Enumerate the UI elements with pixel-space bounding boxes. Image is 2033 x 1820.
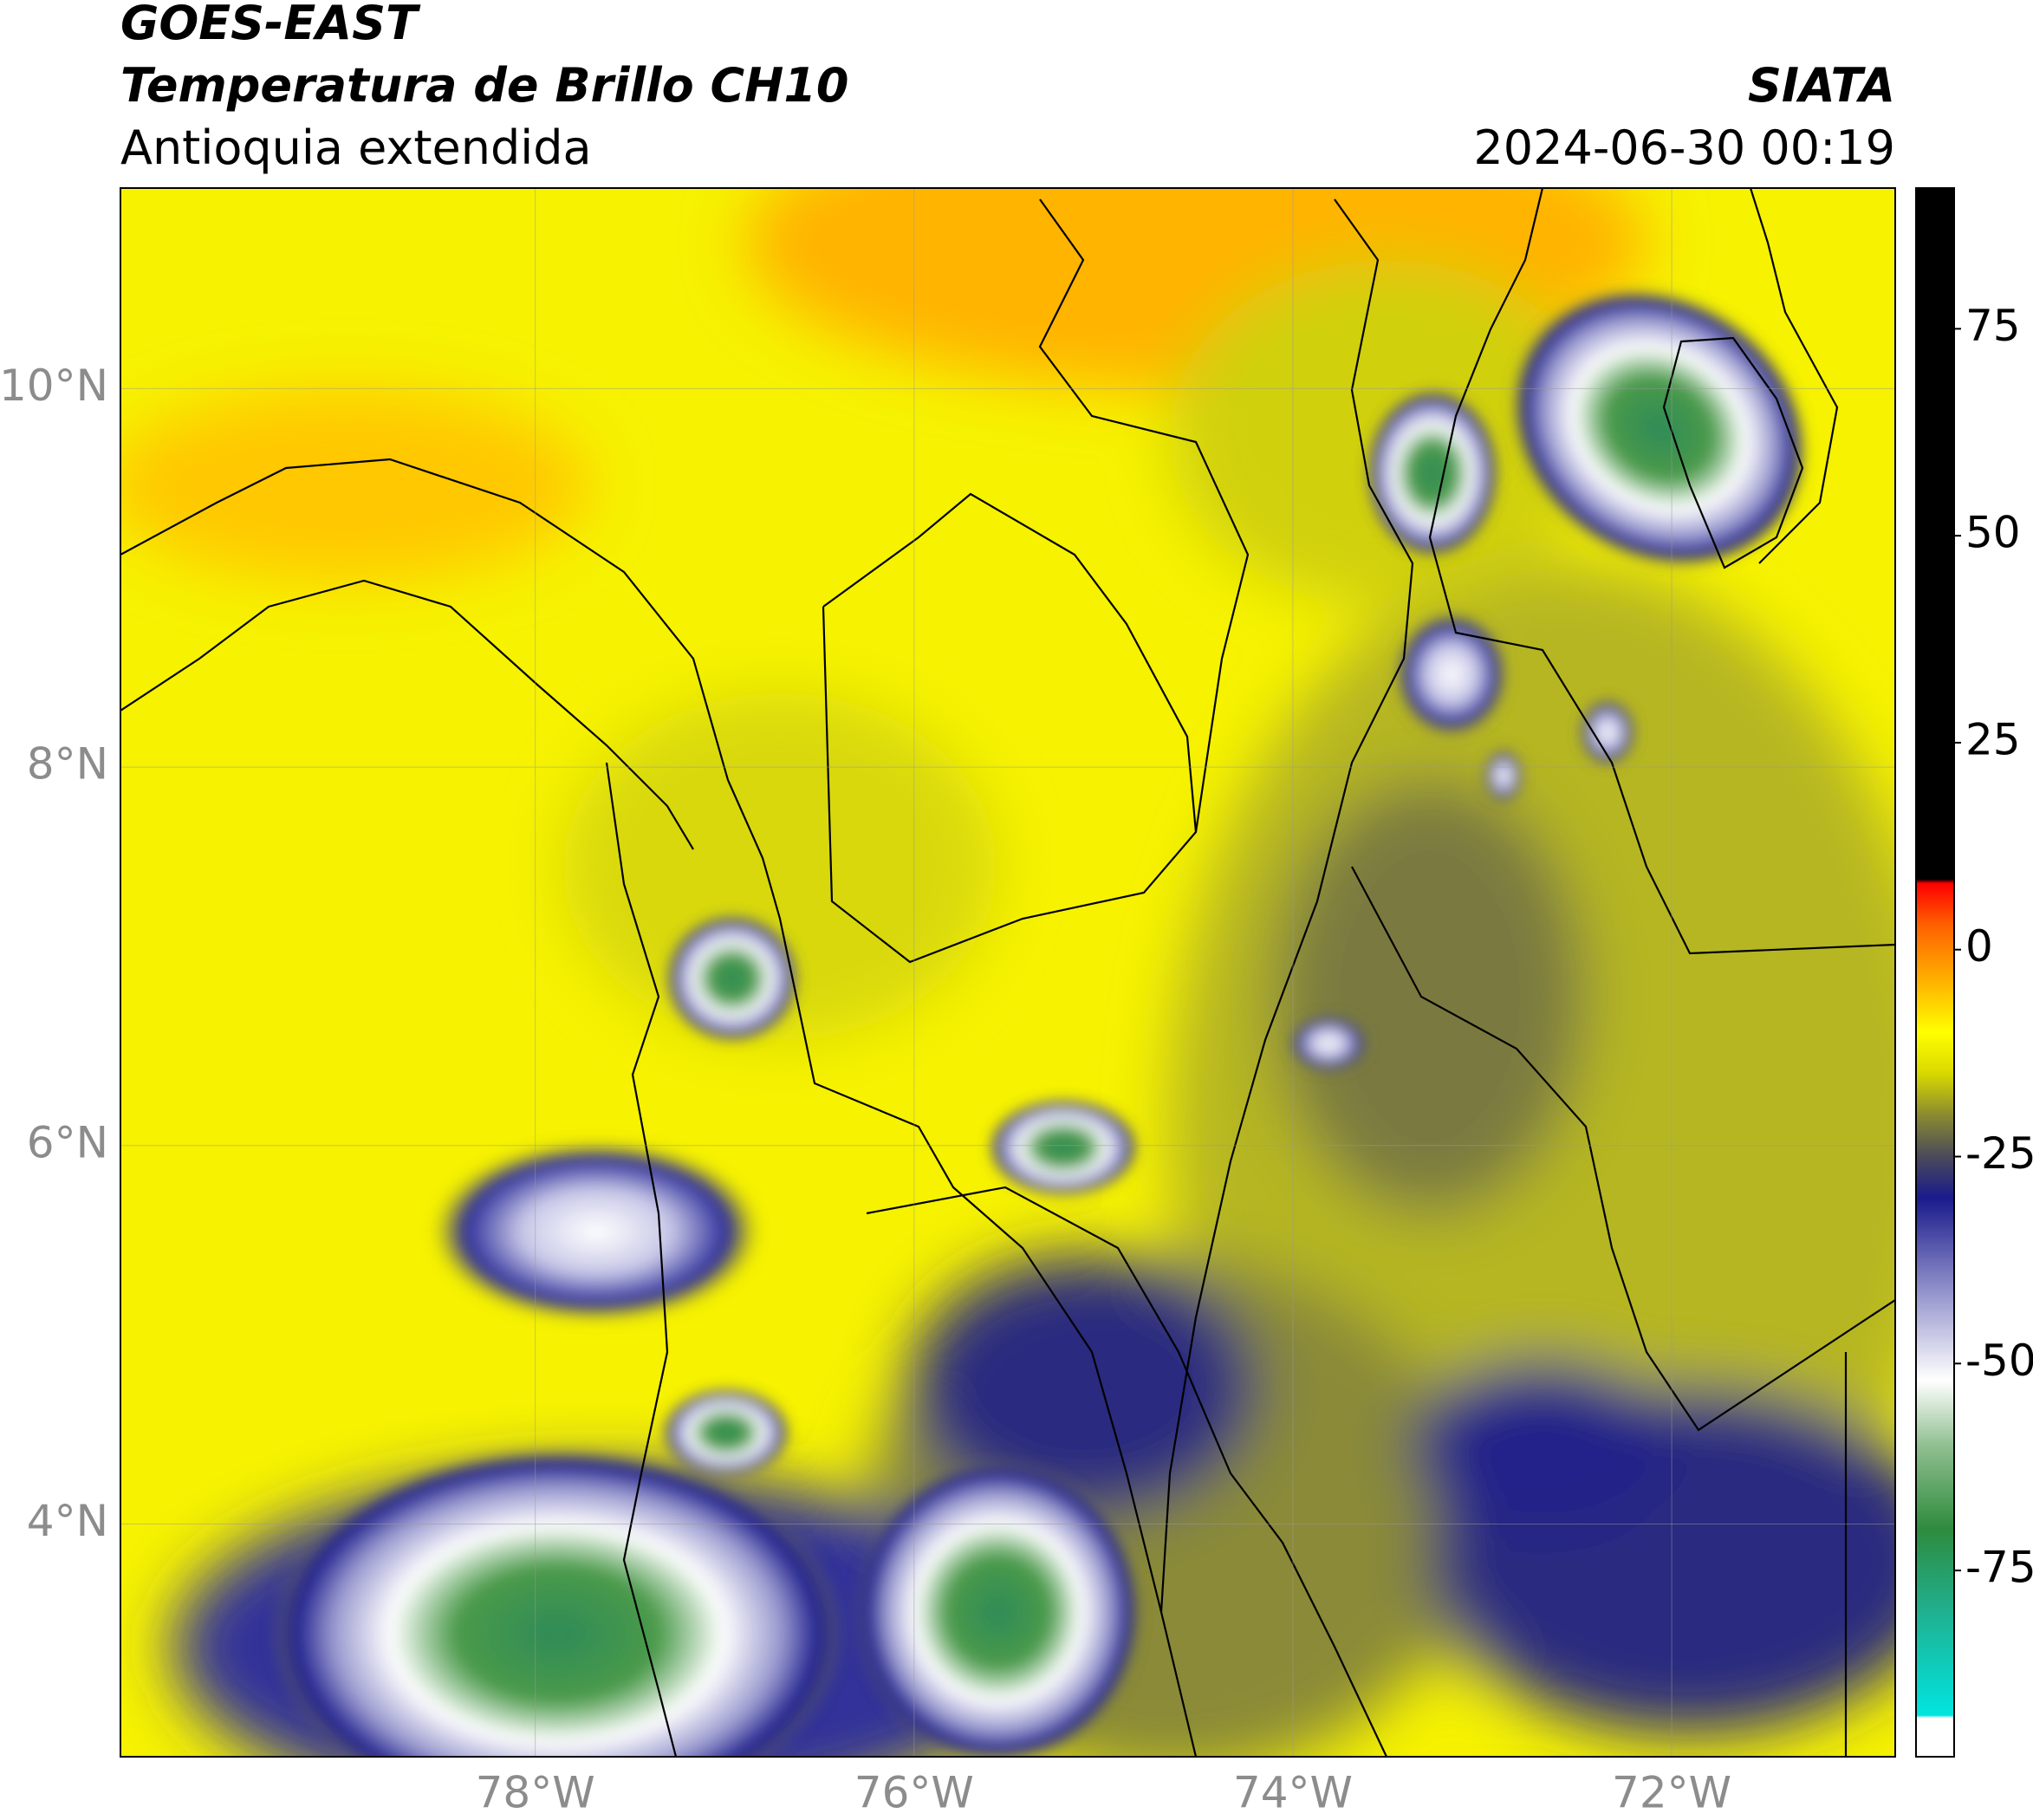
y-tick-label: 10°N: [0, 361, 108, 411]
satellite: GOES-EAST: [120, 0, 421, 50]
product: Temperatura de Brillo CH10: [120, 58, 849, 113]
x-tick-label: 78°W: [476, 1768, 595, 1818]
colorbar-tick-label: 75: [1965, 301, 2021, 351]
grid: [120, 188, 1895, 1757]
region: Antioquia extendida: [120, 120, 592, 175]
timestamp: 2024-06-30 00:19: [1473, 120, 1895, 175]
colorbar-tick-label: 0: [1965, 921, 1993, 972]
colorbar-tick-label: -75: [1965, 1543, 2033, 1593]
y-tick-label: 6°N: [27, 1117, 108, 1167]
colorbar-tick-label: 25: [1965, 714, 2021, 764]
x-tick-label: 72°W: [1612, 1768, 1731, 1818]
x-tick-label: 76°W: [854, 1768, 974, 1818]
x-tick-label: 74°W: [1233, 1768, 1353, 1818]
colorbar-tick-label: -25: [1965, 1128, 2033, 1179]
y-tick-label: 4°N: [27, 1496, 108, 1546]
agency: SIATA: [1748, 58, 1895, 113]
colorbar-tick-label: 50: [1965, 508, 2021, 558]
colorbar: [1915, 187, 1955, 1758]
map-frame: [120, 187, 1896, 1758]
y-tick-label: 8°N: [27, 739, 108, 790]
map-image: [120, 188, 1895, 1757]
colorbar-tick-label: -50: [1965, 1336, 2033, 1386]
